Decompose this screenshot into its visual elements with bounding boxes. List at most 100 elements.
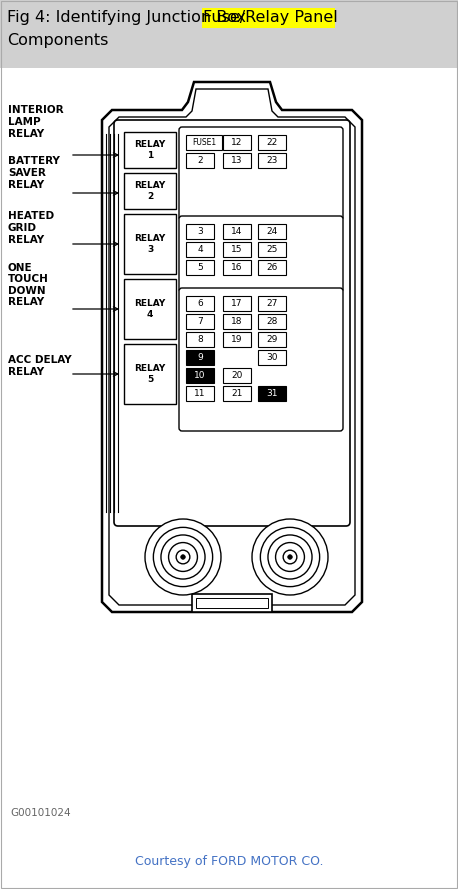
FancyBboxPatch shape (179, 216, 343, 292)
Bar (186, 224, 214, 239)
Text: 7: 7 (197, 317, 203, 326)
Circle shape (169, 542, 197, 572)
Text: 20: 20 (231, 371, 243, 380)
Text: RELAY
1: RELAY 1 (134, 140, 166, 160)
Text: 10: 10 (194, 371, 206, 380)
Bar (223, 296, 251, 311)
Bar (223, 386, 251, 401)
Bar (223, 224, 251, 239)
Circle shape (181, 555, 185, 559)
Bar (258, 242, 286, 257)
Text: 11: 11 (194, 389, 206, 398)
Text: 18: 18 (231, 317, 243, 326)
FancyBboxPatch shape (179, 127, 343, 220)
Text: 16: 16 (231, 263, 243, 272)
Text: 19: 19 (231, 335, 243, 344)
Text: 8: 8 (197, 335, 203, 344)
Bar (124, 173, 176, 209)
Text: 30: 30 (266, 353, 278, 362)
Bar (258, 386, 286, 401)
Text: 23: 23 (266, 156, 278, 165)
Text: 13: 13 (231, 156, 243, 165)
Bar (258, 135, 286, 150)
Text: 3: 3 (197, 227, 203, 236)
Text: ONE
TOUCH
DOWN
RELAY: ONE TOUCH DOWN RELAY (8, 262, 49, 308)
Text: 2: 2 (197, 156, 203, 165)
Text: RELAY
3: RELAY 3 (134, 235, 166, 253)
Text: RELAY
2: RELAY 2 (134, 181, 166, 201)
Text: BATTERY
SAVER
RELAY: BATTERY SAVER RELAY (8, 156, 60, 189)
Circle shape (283, 550, 297, 564)
Text: 25: 25 (266, 245, 278, 254)
Bar (186, 135, 222, 150)
Bar (223, 242, 251, 257)
Bar (186, 386, 214, 401)
Text: 17: 17 (231, 299, 243, 308)
Text: 15: 15 (231, 245, 243, 254)
Bar (223, 135, 251, 150)
Text: 5: 5 (197, 263, 203, 272)
Bar (223, 260, 251, 275)
Text: 14: 14 (231, 227, 243, 236)
Bar (192, 594, 272, 612)
Polygon shape (102, 82, 362, 612)
Text: 29: 29 (266, 335, 278, 344)
Bar (186, 242, 214, 257)
Text: 24: 24 (267, 227, 278, 236)
Bar (258, 350, 286, 365)
Circle shape (260, 527, 320, 587)
Text: 6: 6 (197, 299, 203, 308)
Circle shape (161, 535, 205, 579)
Bar (186, 260, 214, 275)
Text: ACC DELAY
RELAY: ACC DELAY RELAY (8, 356, 71, 377)
Text: FUSE1: FUSE1 (192, 138, 216, 147)
FancyBboxPatch shape (179, 288, 343, 431)
Text: RELAY
4: RELAY 4 (134, 300, 166, 318)
Circle shape (145, 519, 221, 595)
Bar (258, 260, 286, 275)
Bar (186, 314, 214, 329)
Circle shape (288, 555, 292, 559)
Circle shape (176, 550, 190, 564)
Text: HEATED
GRID
RELAY: HEATED GRID RELAY (8, 212, 54, 244)
Bar (0, 0, 458, 68)
Text: 12: 12 (231, 138, 243, 147)
Circle shape (153, 527, 213, 587)
Text: Fig 4: Identifying Junction Box: Fig 4: Identifying Junction Box (7, 10, 251, 25)
Text: Components: Components (7, 33, 109, 48)
Bar (124, 344, 176, 404)
Text: 28: 28 (266, 317, 278, 326)
Bar (223, 153, 251, 168)
Bar (258, 332, 286, 347)
Bar (124, 132, 176, 168)
Bar (223, 368, 251, 383)
Bar (186, 153, 214, 168)
Text: 26: 26 (266, 263, 278, 272)
Text: 31: 31 (266, 389, 278, 398)
Bar (186, 332, 214, 347)
Bar (186, 350, 214, 365)
Circle shape (252, 519, 328, 595)
Bar (223, 314, 251, 329)
Bar (186, 296, 214, 311)
Text: 27: 27 (266, 299, 278, 308)
Circle shape (276, 542, 305, 572)
Circle shape (268, 535, 312, 579)
Bar (258, 153, 286, 168)
Bar (258, 314, 286, 329)
Text: Courtesy of FORD MOTOR CO.: Courtesy of FORD MOTOR CO. (135, 855, 323, 868)
Text: 22: 22 (267, 138, 278, 147)
Bar (124, 279, 176, 339)
Bar (196, 598, 268, 608)
Bar (258, 296, 286, 311)
Text: INTERIOR
LAMP
RELAY: INTERIOR LAMP RELAY (8, 106, 64, 139)
Text: Fuse/Relay Panel: Fuse/Relay Panel (203, 10, 338, 25)
Text: 21: 21 (231, 389, 243, 398)
Bar (186, 368, 214, 383)
Text: 9: 9 (197, 353, 203, 362)
Text: 4: 4 (197, 245, 203, 254)
Text: G00101024: G00101024 (10, 808, 71, 818)
Text: RELAY
5: RELAY 5 (134, 364, 166, 384)
Bar (124, 214, 176, 274)
Bar (258, 224, 286, 239)
